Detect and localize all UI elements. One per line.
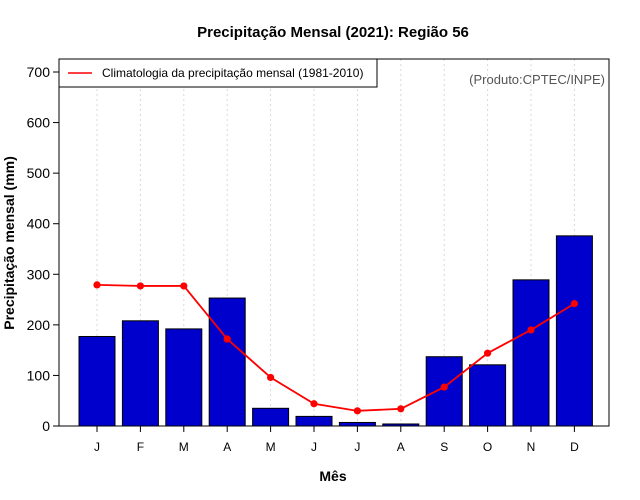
y-tick-label: 700 bbox=[27, 64, 51, 80]
x-tick-label: J bbox=[94, 440, 100, 454]
climatology-point-2 bbox=[136, 282, 144, 290]
climatology-line bbox=[96, 284, 575, 412]
x-tick-label: M bbox=[179, 440, 189, 454]
bar-series bbox=[78, 235, 593, 427]
climatology-point-12 bbox=[570, 300, 579, 308]
x-tick-label: A bbox=[397, 440, 405, 454]
bar-11 bbox=[512, 279, 550, 427]
bar-1 bbox=[78, 335, 116, 427]
x-tick-label: D bbox=[570, 440, 579, 454]
bar-12 bbox=[555, 235, 593, 427]
climatology-point-3 bbox=[180, 282, 188, 290]
y-tick-label: 0 bbox=[42, 418, 50, 434]
climatology-point-7 bbox=[353, 407, 361, 415]
legend: Climatologia da precipitação mensal (198… bbox=[58, 58, 378, 88]
bar-6 bbox=[295, 415, 333, 427]
chart-title: Precipitação Mensal (2021): Região 56 bbox=[197, 24, 469, 41]
y-tick-label: 300 bbox=[27, 266, 51, 282]
y-axis-label: Precipitação mensal (mm) bbox=[1, 156, 17, 330]
x-axis-label: Mês bbox=[319, 468, 346, 484]
bar-5 bbox=[252, 407, 290, 427]
climatology-point-5 bbox=[267, 373, 275, 382]
y-tick-label: 200 bbox=[27, 317, 51, 333]
y-tick-label: 500 bbox=[27, 165, 51, 181]
x-tick-label: S bbox=[440, 440, 448, 454]
bar-2 bbox=[121, 320, 159, 427]
y-tick-label: 400 bbox=[27, 216, 51, 232]
credit-annotation: (Produto:CPTEC/INPE) bbox=[469, 72, 605, 87]
climatology-point-8 bbox=[397, 405, 405, 413]
y-tick-label: 100 bbox=[27, 367, 51, 383]
bar-7 bbox=[338, 421, 376, 427]
bar-4 bbox=[208, 297, 246, 427]
y-tick-label: 600 bbox=[27, 115, 51, 131]
climatology-point-10 bbox=[484, 349, 492, 357]
x-tick-label: A bbox=[223, 440, 231, 454]
legend-box bbox=[58, 58, 378, 88]
climatology-point-11 bbox=[527, 326, 535, 334]
climatology-series bbox=[93, 281, 579, 415]
climatology-point-6 bbox=[310, 400, 318, 408]
bar-10 bbox=[469, 364, 507, 427]
x-tick-label: J bbox=[354, 440, 360, 454]
legend-label: Climatologia da precipitação mensal (198… bbox=[102, 66, 363, 80]
x-tick-label: F bbox=[137, 440, 144, 454]
x-tick-label: J bbox=[311, 440, 317, 454]
climatology-point-9 bbox=[440, 383, 448, 391]
x-tick-label: O bbox=[483, 440, 492, 454]
y-axis: 0 100 200 300 400 500 600 700 bbox=[27, 64, 59, 434]
climatology-point-4 bbox=[223, 335, 231, 343]
bar-9 bbox=[425, 356, 463, 427]
bar-3 bbox=[165, 328, 203, 427]
climatology-point-1 bbox=[93, 281, 101, 289]
x-tick-label: N bbox=[527, 440, 536, 454]
x-tick-label: M bbox=[266, 440, 276, 454]
